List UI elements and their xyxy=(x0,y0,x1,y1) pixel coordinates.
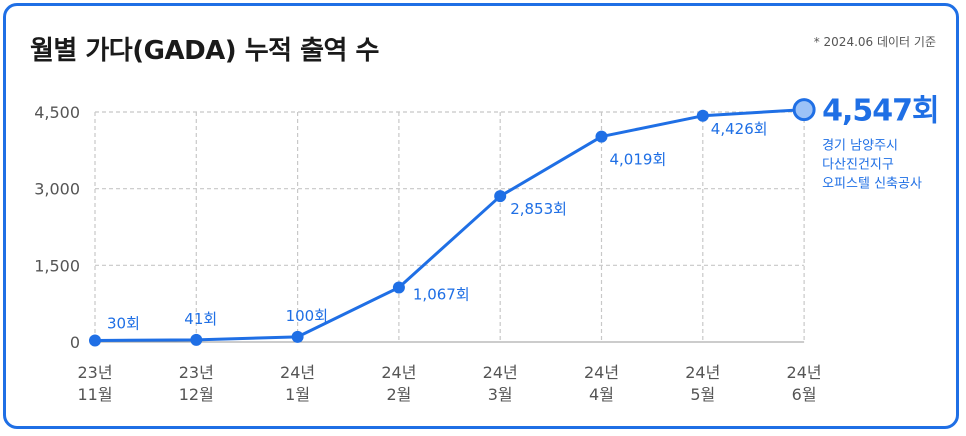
final-value-label: 4,547회 xyxy=(822,94,939,129)
y-tick-label: 3,000 xyxy=(34,180,80,199)
x-tick-year: 23년 xyxy=(179,363,214,382)
chart-title: 월별 가다(GADA) 누적 출역 수 xyxy=(30,36,379,66)
x-tick-year: 24년 xyxy=(685,363,720,382)
data-point xyxy=(190,333,203,346)
data-label: 1,067회 xyxy=(413,285,470,303)
data-label: 41회 xyxy=(184,310,217,328)
data-label: 4,019회 xyxy=(610,151,667,169)
x-tick-year: 24년 xyxy=(584,363,619,382)
y-tick-label: 1,500 xyxy=(34,256,80,275)
data-point xyxy=(595,130,608,143)
final-annotation-line: 오피스텔 신축공사 xyxy=(822,177,922,192)
y-tick-label: 0 xyxy=(70,333,80,352)
data-label: 100회 xyxy=(286,307,328,325)
chart-card xyxy=(3,3,959,429)
x-tick-month: 2월 xyxy=(386,385,411,404)
final-annotation-line: 다산진건지구 xyxy=(822,158,894,173)
x-tick-month: 1월 xyxy=(285,385,310,404)
data-label: 4,426회 xyxy=(711,120,768,138)
x-tick-year: 24년 xyxy=(483,363,518,382)
data-point xyxy=(291,330,304,343)
x-tick-year: 24년 xyxy=(381,363,416,382)
data-point xyxy=(392,281,405,294)
data-label: 30회 xyxy=(107,314,140,332)
data-label: 2,853회 xyxy=(510,200,567,218)
x-tick-year: 24년 xyxy=(280,363,315,382)
data-point-final xyxy=(792,98,816,122)
series-line xyxy=(94,108,805,342)
data-date-note: * 2024.06 데이터 기준 xyxy=(813,35,936,49)
x-tick-month: 4월 xyxy=(589,385,614,404)
data-point xyxy=(494,190,507,203)
final-annotation-line: 경기 남양주시 xyxy=(822,139,898,154)
data-point xyxy=(696,109,709,122)
x-tick-month: 12월 xyxy=(179,385,214,404)
x-tick-month: 11월 xyxy=(77,385,112,404)
y-tick-label: 4,500 xyxy=(34,103,80,122)
x-tick-month: 3월 xyxy=(488,385,513,404)
data-point xyxy=(89,334,101,347)
x-tick-month: 5월 xyxy=(690,385,715,404)
x-tick-year: 23년 xyxy=(77,363,112,382)
x-tick-year: 24년 xyxy=(787,363,822,382)
x-tick-month: 6월 xyxy=(792,385,817,404)
